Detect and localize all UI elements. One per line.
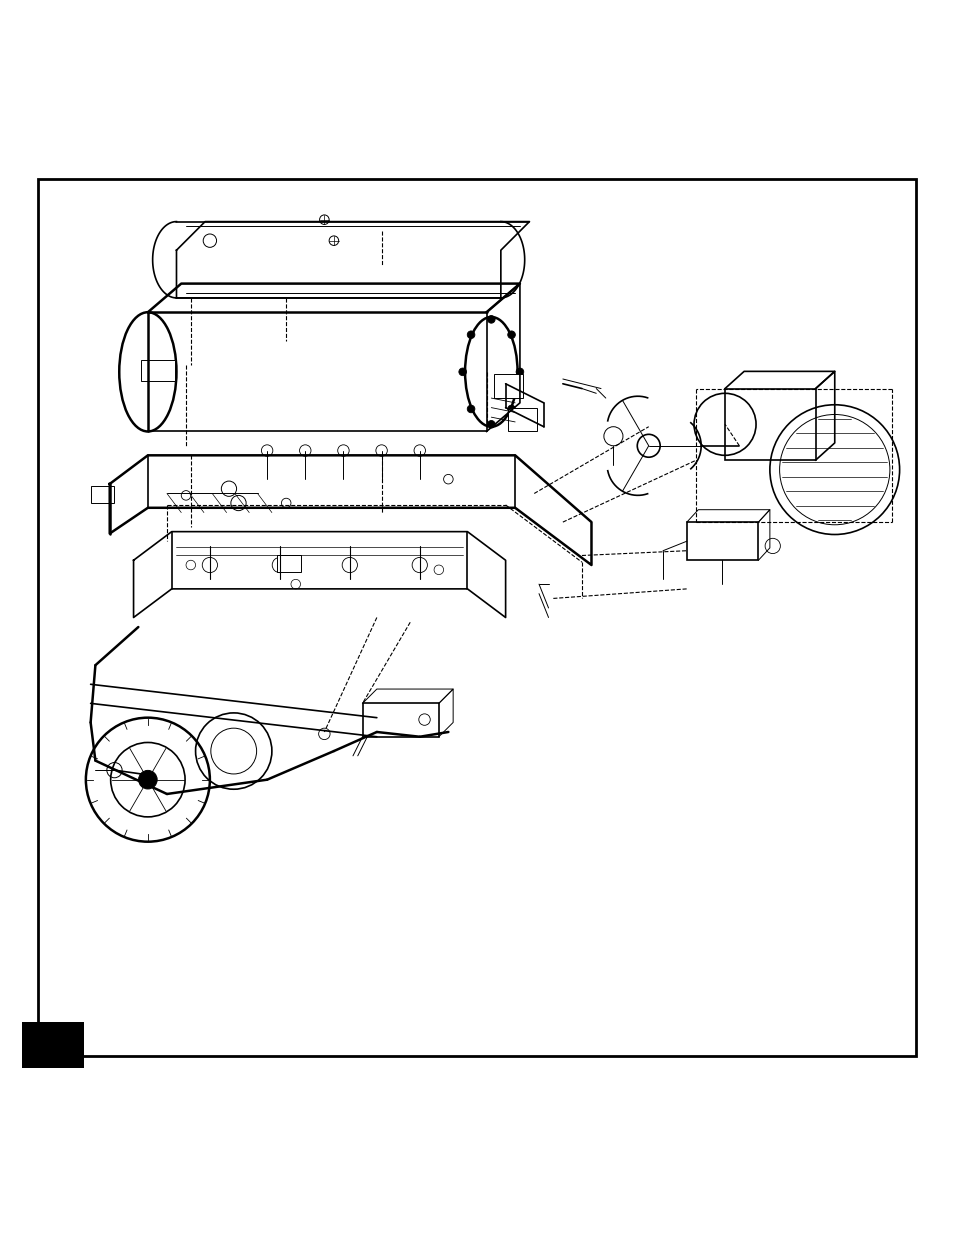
- Bar: [494, 374, 522, 398]
- Bar: [276, 555, 300, 572]
- Circle shape: [487, 420, 495, 429]
- Circle shape: [516, 368, 523, 375]
- Bar: [141, 359, 174, 380]
- Circle shape: [458, 368, 466, 375]
- Bar: [22, 1023, 84, 1068]
- Circle shape: [138, 771, 157, 789]
- Bar: [508, 408, 537, 431]
- Bar: [686, 522, 758, 561]
- Circle shape: [507, 331, 515, 338]
- Bar: [91, 485, 114, 503]
- Bar: [724, 389, 815, 461]
- Circle shape: [467, 331, 475, 338]
- Bar: [362, 704, 438, 737]
- Circle shape: [507, 405, 515, 412]
- Circle shape: [487, 316, 495, 324]
- Circle shape: [467, 405, 475, 412]
